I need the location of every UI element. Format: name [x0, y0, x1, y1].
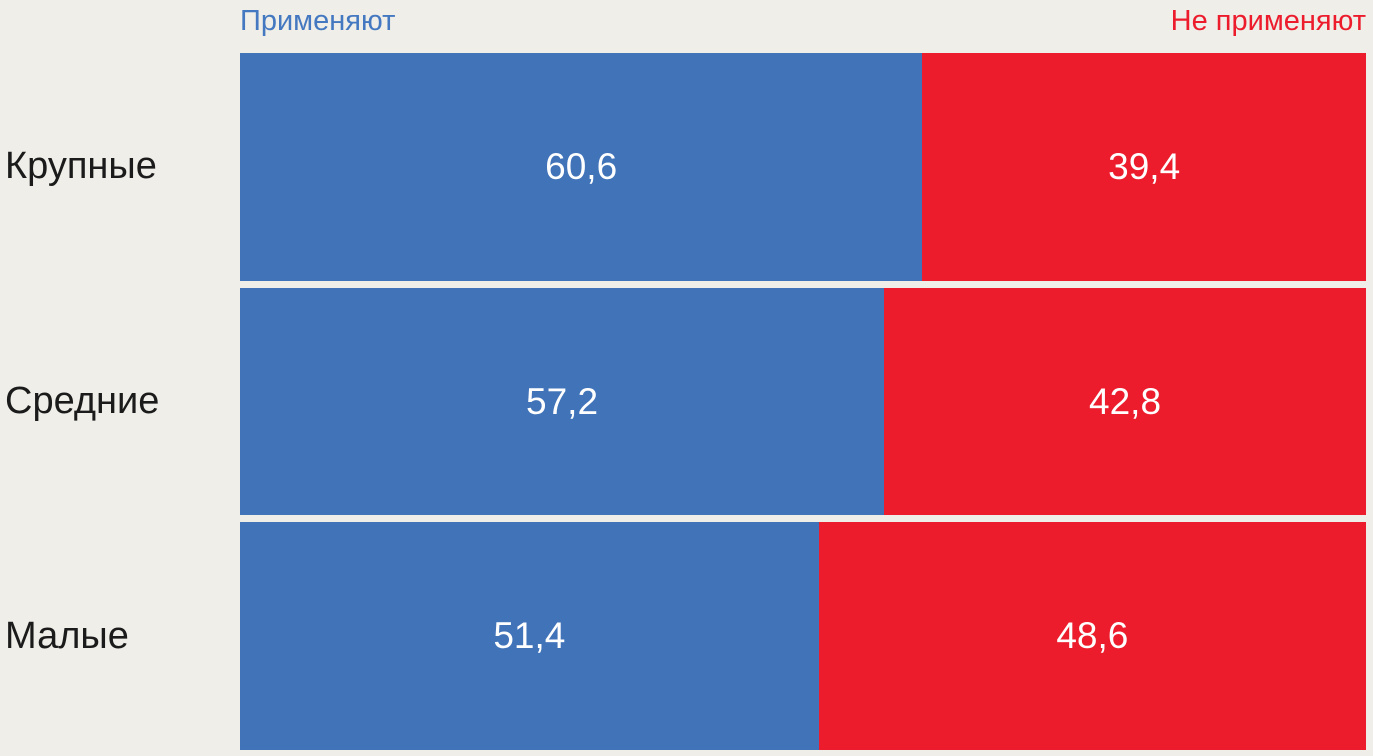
chart-legend: Применяют Не применяют	[240, 0, 1366, 53]
category-label: Крупные	[5, 145, 157, 188]
category-label: Средние	[5, 380, 160, 422]
bar-segment-not-apply: 48,6	[818, 522, 1366, 751]
value-label-apply: 60,6	[545, 145, 618, 187]
value-label-apply: 57,2	[526, 380, 599, 422]
value-label-not-apply: 48,6	[1056, 615, 1129, 657]
stacked-bar: 57,2 42,8	[240, 287, 1366, 516]
stacked-bar: 60,6 39,4	[240, 53, 1366, 281]
bar-segment-not-apply: 39,4	[922, 53, 1366, 281]
legend-item-apply: Применяют	[240, 5, 396, 37]
stacked-bar: 51,4 48,6	[240, 522, 1366, 751]
bar-segment-apply: 60,6	[240, 53, 923, 281]
bar-segment-apply: 51,4	[240, 522, 819, 751]
chart-rows: Крупные 60,6 39,4 Средние 57,2 42,8 Малы…	[0, 53, 1373, 756]
chart-row: Крупные 60,6 39,4	[0, 53, 1373, 281]
chart-row: Малые 51,4 48,6	[0, 522, 1373, 751]
legend-item-not-apply: Не применяют	[1170, 5, 1366, 37]
bar-segment-not-apply: 42,8	[884, 287, 1366, 516]
value-label-apply: 51,4	[493, 615, 566, 657]
chart-row: Средние 57,2 42,8	[0, 287, 1373, 516]
bar-segment-apply: 57,2	[240, 287, 885, 516]
value-label-not-apply: 42,8	[1089, 380, 1162, 422]
category-label: Малые	[5, 614, 129, 657]
value-label-not-apply: 39,4	[1108, 145, 1181, 187]
